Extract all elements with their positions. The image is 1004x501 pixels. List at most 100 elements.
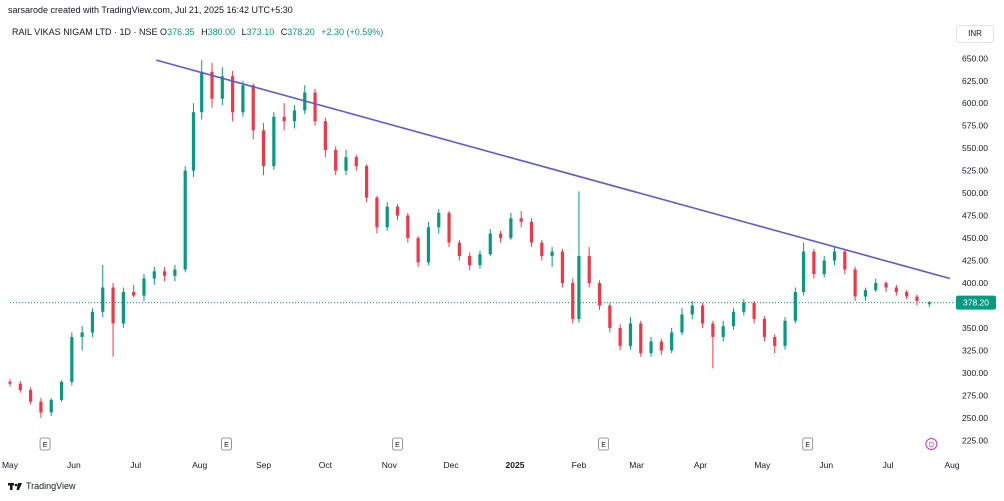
candle[interactable] <box>560 248 565 288</box>
symbol-name[interactable]: RAIL VIKAS NIGAM LTD · 1D · NSE <box>12 27 158 37</box>
candle[interactable] <box>478 250 482 269</box>
candle[interactable] <box>843 248 847 275</box>
candle[interactable] <box>334 146 338 176</box>
candle[interactable] <box>121 287 125 328</box>
candle[interactable] <box>509 212 513 240</box>
candle[interactable] <box>618 324 622 351</box>
candle[interactable] <box>395 203 400 221</box>
currency-button[interactable]: INR <box>956 25 994 43</box>
candle[interactable] <box>191 103 196 177</box>
candle[interactable] <box>152 266 156 285</box>
candle[interactable] <box>680 308 684 336</box>
candle[interactable] <box>364 164 369 203</box>
candle[interactable] <box>210 62 214 108</box>
candle[interactable] <box>416 236 420 267</box>
candle[interactable] <box>915 294 919 306</box>
candle[interactable] <box>457 239 461 261</box>
candle[interactable] <box>773 334 777 354</box>
earnings-marker[interactable]: E <box>598 437 610 451</box>
candle[interactable] <box>812 248 816 279</box>
candle[interactable] <box>303 85 307 115</box>
candle[interactable] <box>162 266 167 282</box>
candle[interactable] <box>690 300 694 319</box>
candle[interactable] <box>721 320 725 342</box>
candle[interactable] <box>468 252 472 271</box>
candle[interactable] <box>344 149 348 176</box>
candle[interactable] <box>241 80 245 117</box>
candle[interactable] <box>762 316 767 342</box>
candle[interactable] <box>426 221 431 266</box>
earnings-marker[interactable]: E <box>39 437 51 451</box>
candle[interactable] <box>231 70 235 122</box>
earnings-marker[interactable]: E <box>392 437 403 451</box>
candle[interactable] <box>801 242 806 296</box>
candle[interactable] <box>111 283 115 357</box>
candle[interactable] <box>39 398 43 418</box>
candle[interactable] <box>173 265 177 282</box>
candle[interactable] <box>529 218 534 248</box>
candle[interactable] <box>649 336 653 357</box>
candle[interactable] <box>608 302 612 333</box>
candle[interactable] <box>101 265 105 318</box>
candle[interactable] <box>742 299 746 316</box>
candle[interactable] <box>488 229 492 257</box>
candle[interactable] <box>550 247 554 267</box>
candle[interactable] <box>874 278 878 292</box>
candle[interactable] <box>659 338 663 355</box>
candle[interactable] <box>670 327 674 354</box>
candle[interactable] <box>700 302 705 328</box>
candle[interactable] <box>822 256 826 278</box>
candle[interactable] <box>220 67 224 106</box>
earnings-marker[interactable]: E <box>802 437 814 451</box>
dividend-icon[interactable]: D <box>925 438 938 450</box>
candle[interactable] <box>132 284 136 298</box>
candle[interactable] <box>597 280 602 310</box>
candle[interactable] <box>927 300 931 308</box>
candle[interactable] <box>200 60 204 120</box>
candle[interactable] <box>354 154 358 171</box>
candle[interactable] <box>313 88 317 126</box>
candle[interactable] <box>59 380 64 402</box>
candle[interactable] <box>498 230 503 243</box>
candle[interactable] <box>783 317 787 350</box>
candle[interactable] <box>8 379 12 387</box>
candle[interactable] <box>711 320 715 369</box>
candle[interactable] <box>183 166 187 273</box>
candle[interactable] <box>375 195 379 234</box>
candle[interactable] <box>639 320 643 357</box>
candle[interactable] <box>385 202 389 231</box>
candle[interactable] <box>731 308 736 330</box>
candle[interactable] <box>577 191 581 323</box>
candle[interactable] <box>519 211 523 228</box>
candle[interactable] <box>628 317 633 350</box>
candle[interactable] <box>884 281 888 292</box>
candle[interactable] <box>49 398 53 417</box>
candle[interactable] <box>80 326 84 351</box>
candle[interactable] <box>282 103 286 131</box>
candle[interactable] <box>323 117 327 158</box>
candle[interactable] <box>587 247 591 288</box>
candle[interactable] <box>90 308 95 337</box>
candle[interactable] <box>540 239 544 261</box>
candle[interactable] <box>832 247 837 266</box>
trendline[interactable] <box>156 59 951 280</box>
candle[interactable] <box>406 212 410 243</box>
candle[interactable] <box>853 266 857 301</box>
earnings-marker[interactable]: E <box>221 437 232 451</box>
candle[interactable] <box>752 300 756 324</box>
candle[interactable] <box>571 278 575 324</box>
candle[interactable] <box>18 380 22 393</box>
candle[interactable] <box>437 209 441 234</box>
candle[interactable] <box>905 290 909 300</box>
candle[interactable] <box>251 83 255 140</box>
candle[interactable] <box>793 287 797 324</box>
candle[interactable] <box>292 105 297 129</box>
candle[interactable] <box>272 112 276 170</box>
candle[interactable] <box>447 211 451 248</box>
candle[interactable] <box>894 284 898 296</box>
candle[interactable] <box>863 287 868 301</box>
candle[interactable] <box>261 123 266 176</box>
candle[interactable] <box>29 387 33 405</box>
candle[interactable] <box>70 332 74 386</box>
